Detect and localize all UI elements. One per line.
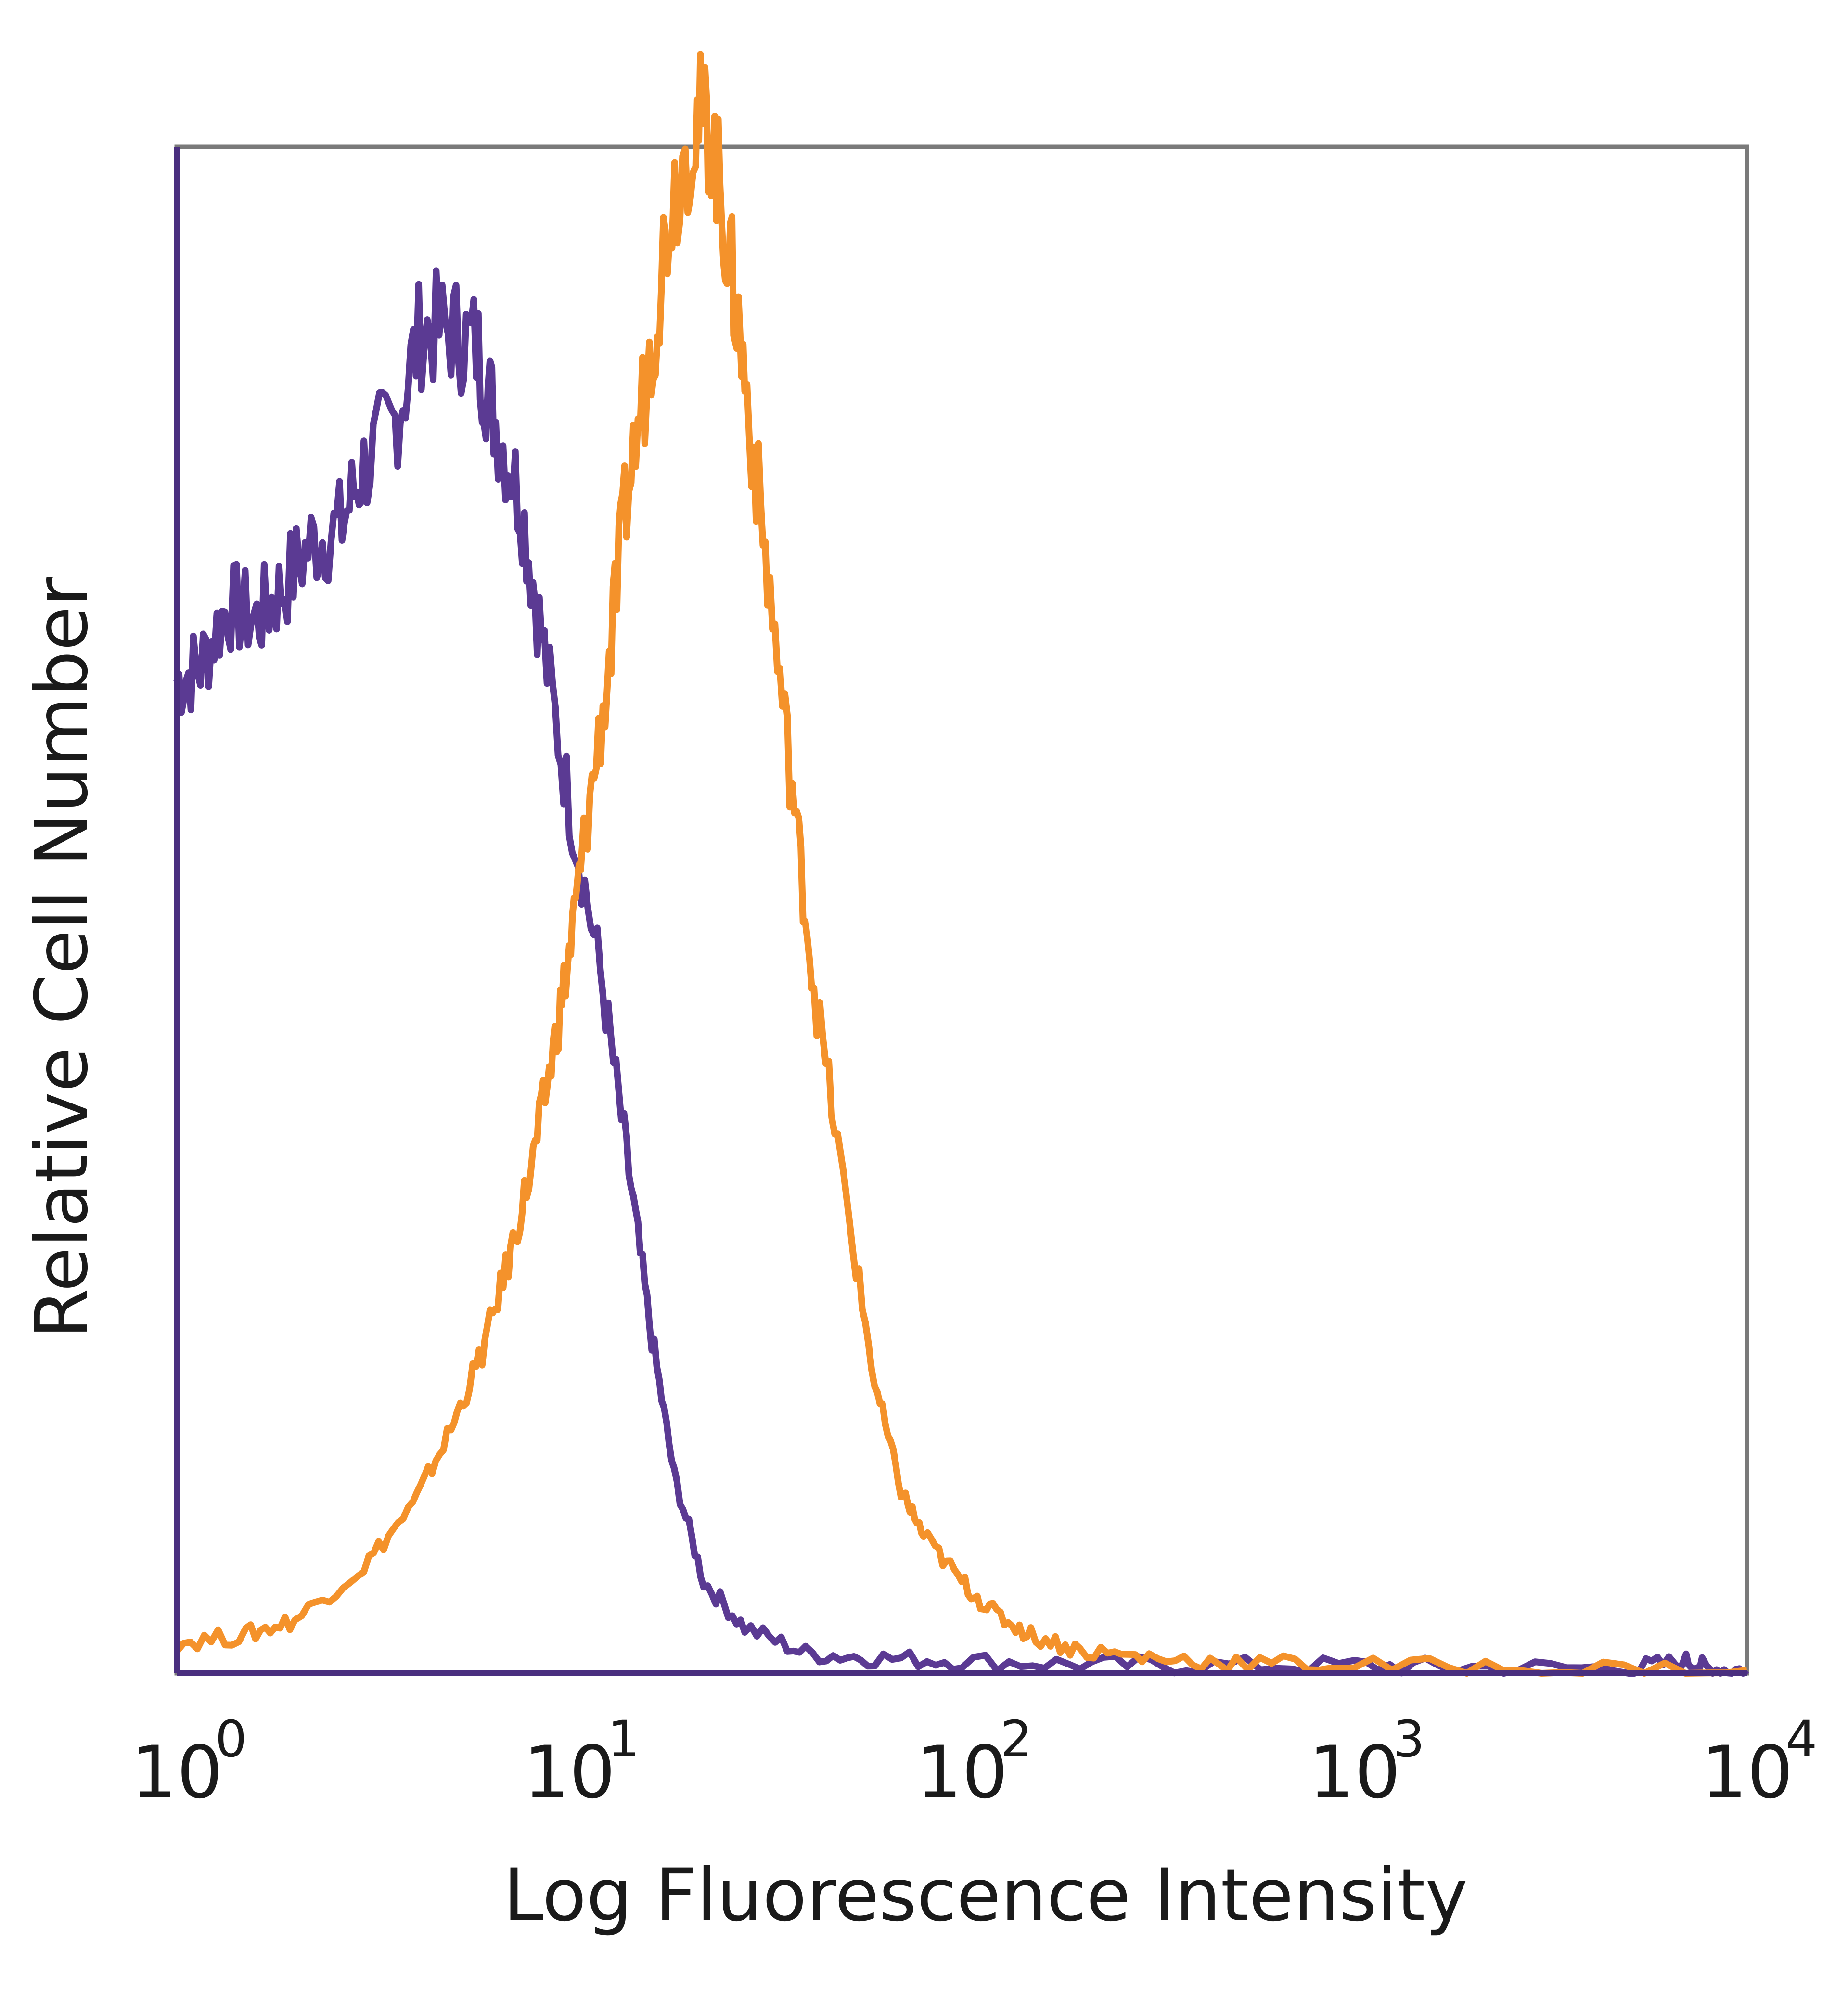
x-tick-label: 103 <box>1309 1710 1424 1815</box>
x-tick-label: 102 <box>916 1710 1032 1815</box>
x-tick-label: 101 <box>524 1710 640 1815</box>
x-tick-exponent: 3 <box>1393 1710 1424 1769</box>
plot-frame <box>174 144 1749 1676</box>
x-tick-exponent: 4 <box>1785 1710 1817 1769</box>
x-tick-exponent: 1 <box>608 1710 640 1769</box>
x-tick-base: 10 <box>524 1731 616 1815</box>
x-tick-label: 104 <box>1701 1710 1817 1815</box>
x-axis-title: Log Fluorescence Intensity <box>503 1854 1468 1937</box>
x-tick-exponent: 0 <box>215 1710 247 1769</box>
y-axis-title: Relative Cell Number <box>20 577 104 1339</box>
x-tick-base: 10 <box>131 1731 223 1815</box>
x-tick-label: 100 <box>131 1710 247 1815</box>
x-tick-exponent: 2 <box>1001 1710 1032 1769</box>
x-tick-labels: 100 101 102 103 104 <box>131 1710 1817 1815</box>
x-tick-base: 10 <box>1309 1731 1400 1815</box>
x-tick-base: 10 <box>916 1731 1008 1815</box>
x-tick-base: 10 <box>1701 1731 1793 1815</box>
series-line-2 <box>174 51 1747 1677</box>
